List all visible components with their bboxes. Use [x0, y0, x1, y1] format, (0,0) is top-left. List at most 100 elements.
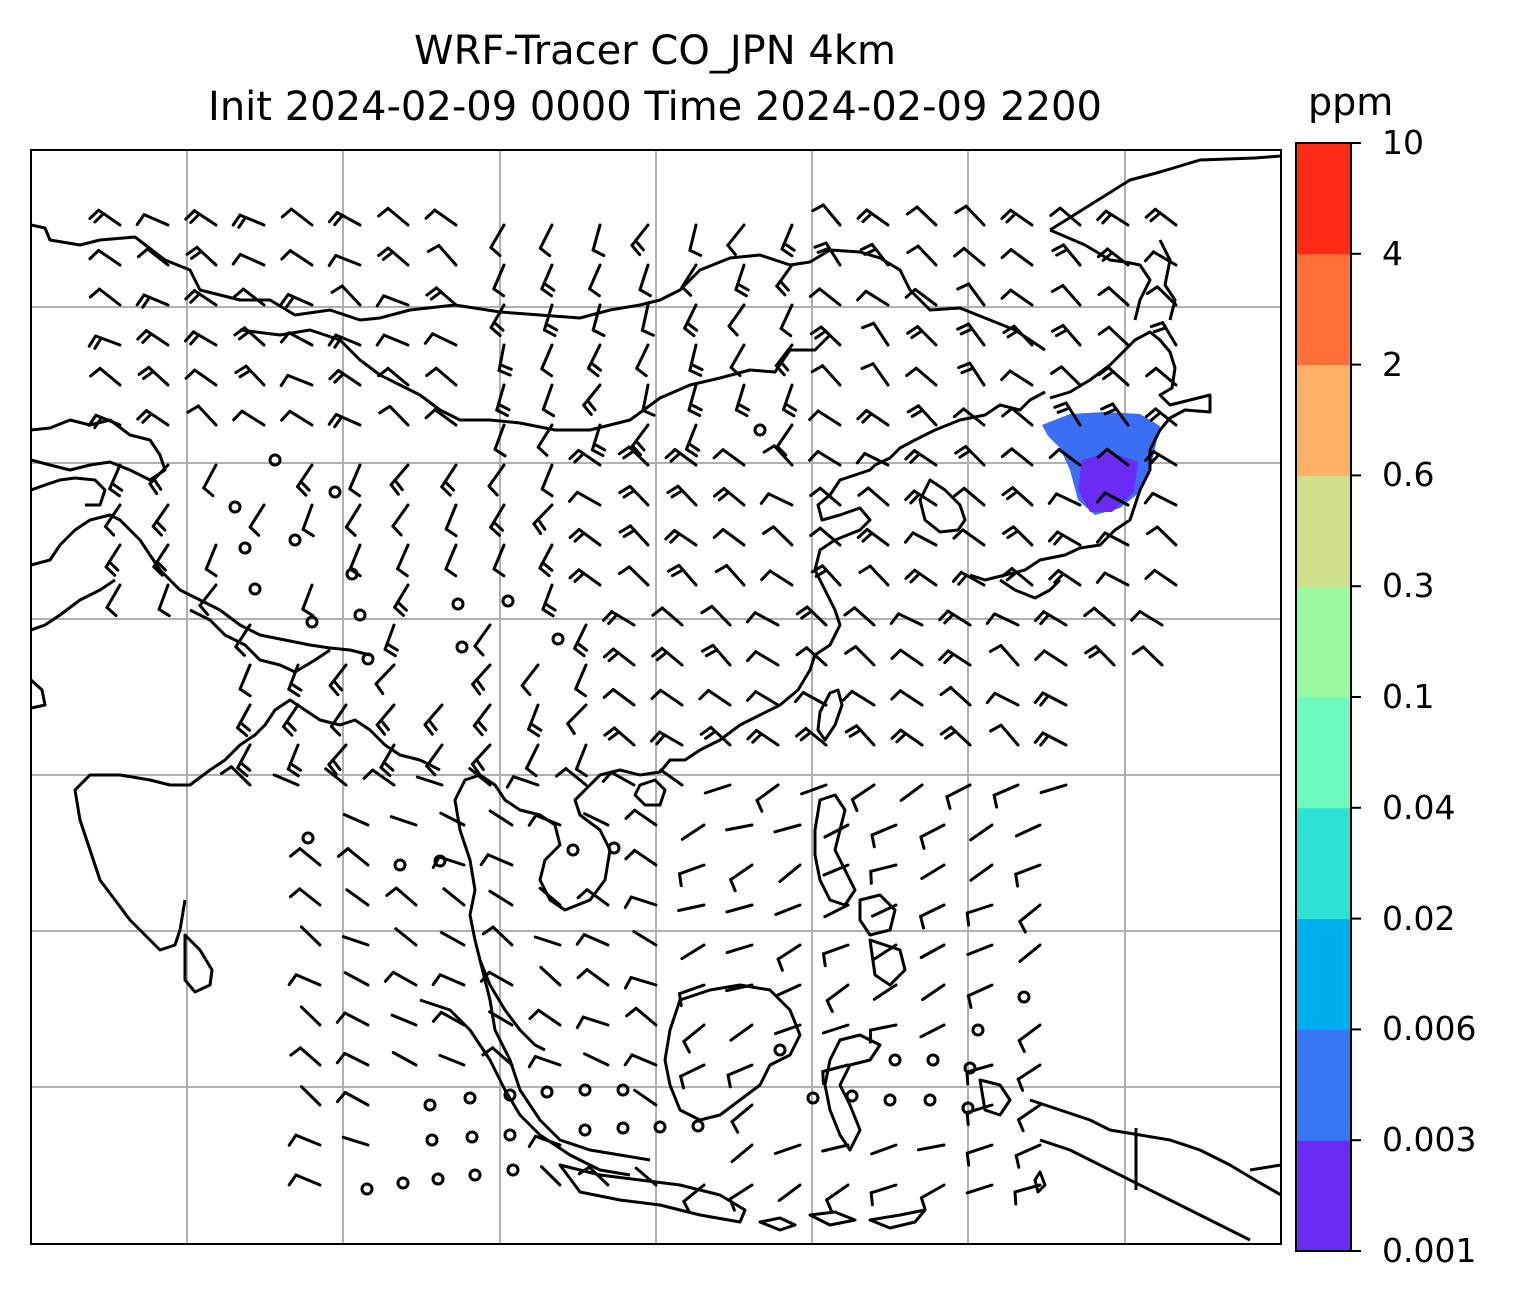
- wind-barb-shaft: [234, 623, 252, 649]
- wind-barb-shaft: [999, 644, 1020, 667]
- wind-barb-flag: [285, 720, 297, 732]
- wind-barb-shaft: [800, 783, 828, 796]
- wind-barb-shaft: [822, 863, 850, 877]
- wind-barb-flag: [617, 565, 631, 576]
- wind-barb-shaft: [1103, 491, 1130, 507]
- wind-barb-flag: [957, 573, 969, 586]
- wind-barb-shaft: [1153, 207, 1178, 227]
- wind-barb-shaft: [821, 364, 842, 387]
- wind-barb-flag: [1006, 329, 1020, 339]
- wind-barb-flag: [889, 612, 900, 625]
- wind-barb-flag: [1149, 211, 1162, 223]
- wind-barb-flag: [906, 404, 920, 414]
- wind-barb-shaft: [542, 303, 554, 332]
- wind-barb-flag: [378, 404, 392, 415]
- wind-barb-shaft: [962, 246, 986, 267]
- wind-barb-flag: [375, 294, 386, 308]
- wind-barb-shaft: [710, 604, 732, 627]
- wind-barb-flag: [904, 489, 916, 502]
- wind-barb-flag: [232, 287, 245, 299]
- calm-wind-marker: [1017, 990, 1031, 1004]
- wind-barb-shaft: [192, 289, 218, 307]
- wind-barb-flag: [965, 1111, 970, 1126]
- wind-barb-flag: [1149, 453, 1161, 465]
- wind-barb-shaft: [1016, 1063, 1042, 1081]
- wind-barb-flag: [959, 327, 974, 336]
- wind-barb-flag: [905, 205, 919, 216]
- wind-barb-shaft: [660, 646, 684, 667]
- wind-barb-flag: [919, 835, 926, 850]
- colorbar-band-2: [1296, 918, 1351, 1030]
- wind-barb-shaft: [396, 543, 410, 571]
- calm-wind-marker: [506, 1163, 520, 1177]
- calm-wind-marker: [501, 594, 515, 608]
- wind-barb-flag: [842, 689, 854, 702]
- wind-barb-flag: [1054, 328, 1069, 338]
- wind-barb-shaft: [1092, 606, 1116, 627]
- wind-barb-shaft: [541, 383, 554, 411]
- wind-barb-shaft: [729, 343, 746, 369]
- wind-barb-shaft: [488, 1010, 514, 1027]
- wind-barb-shaft: [192, 330, 218, 347]
- wind-barb-shaft: [962, 407, 986, 427]
- wind-barb-flag: [329, 725, 342, 737]
- wind-barb-flag: [783, 402, 798, 412]
- wind-barb-flag: [813, 241, 828, 249]
- wind-barb-flag: [717, 490, 730, 502]
- wind-barb-shaft: [628, 524, 650, 547]
- wind-barb-shaft: [678, 863, 706, 876]
- calm-wind-marker: [393, 858, 407, 872]
- wind-barb-shaft: [821, 1063, 850, 1073]
- wind-barb-flag: [1131, 645, 1145, 656]
- wind-barb-flag: [985, 691, 997, 705]
- colorbar-tick-label: 0.3: [1382, 566, 1435, 606]
- wind-barb-shaft: [725, 823, 754, 832]
- colorbar-tick-label: 0.1: [1382, 677, 1435, 716]
- wind-barb-flag: [383, 970, 395, 983]
- wind-barb-shaft: [805, 646, 828, 667]
- calm-wind-marker: [228, 500, 242, 514]
- coastlines: [31, 154, 1281, 1242]
- wind-barb-flag: [607, 730, 621, 741]
- wind-barb-flag: [809, 526, 822, 537]
- wind-barb-shaft: [1154, 407, 1178, 427]
- wind-barb-shaft: [730, 1103, 754, 1124]
- wind-barb-shaft: [142, 293, 170, 307]
- wind-barb-shaft: [919, 943, 946, 959]
- wind-barb-shaft: [541, 583, 554, 611]
- wind-barb-flag: [137, 365, 151, 376]
- wind-barb-shaft: [344, 503, 362, 529]
- wind-barb-shaft: [272, 773, 300, 787]
- wind-barb-flag: [573, 646, 586, 658]
- wind-barb-flag: [1006, 529, 1020, 540]
- wind-barb-flag: [655, 650, 669, 662]
- wind-barb-flag: [808, 287, 822, 298]
- wind-barb-flag: [625, 1006, 638, 1018]
- wind-barb-shaft: [343, 971, 370, 987]
- wind-barb-flag: [856, 289, 868, 302]
- wind-barb-shaft: [872, 321, 890, 347]
- wind-barb-shaft: [470, 743, 492, 766]
- calm-wind-marker: [451, 597, 465, 611]
- wind-barb-shaft: [301, 503, 314, 531]
- wind-barb-shaft: [821, 1023, 850, 1035]
- wind-barb-flag: [1048, 569, 1060, 581]
- wind-barb-shaft: [774, 1023, 802, 1036]
- colorbar-tick-label: 0.001: [1382, 1231, 1477, 1270]
- wind-barb-shaft: [1042, 610, 1068, 627]
- wind-barb-shaft: [725, 943, 754, 955]
- wind-barb-flag: [327, 254, 338, 267]
- wind-barb-shaft: [334, 333, 362, 347]
- wind-barb-shaft: [730, 1143, 754, 1164]
- wind-barb-flag: [687, 408, 702, 417]
- wind-barb-flag: [1039, 613, 1051, 626]
- wind-barb-shaft: [631, 423, 650, 448]
- wind-barb-flag: [301, 527, 315, 538]
- wind-barb-shaft: [492, 543, 506, 571]
- wind-barb-flag: [280, 249, 292, 261]
- wind-barb-flag: [954, 445, 968, 455]
- wind-barb-shaft: [433, 408, 458, 427]
- wind-barb-shaft: [1012, 525, 1034, 547]
- wind-barb-flag: [573, 452, 585, 464]
- wind-barb-flag: [335, 1011, 347, 1024]
